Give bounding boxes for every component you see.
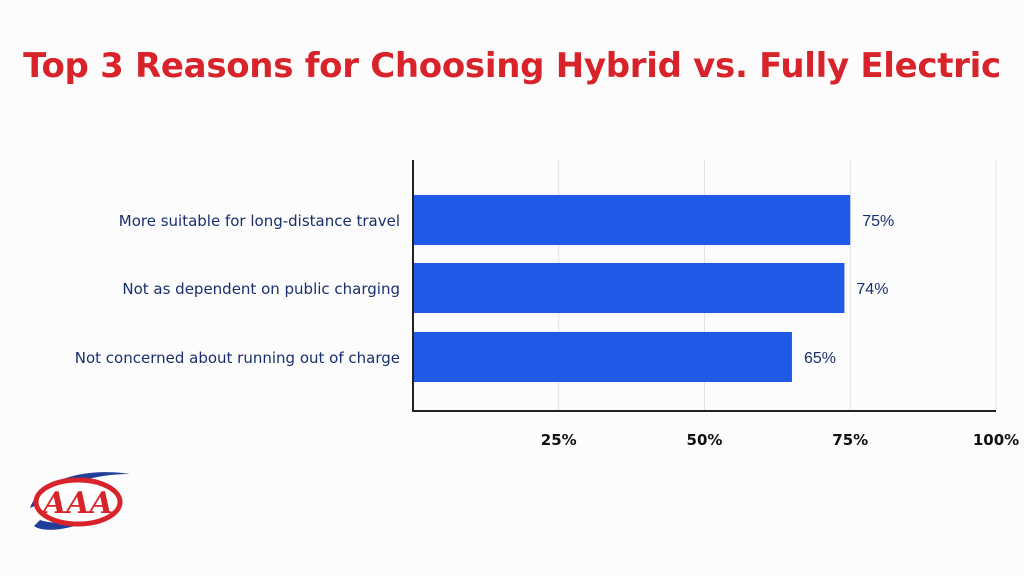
x-tick-label-0: 25% — [541, 431, 577, 449]
chart-title: Top 3 Reasons for Choosing Hybrid vs. Fu… — [23, 46, 1001, 86]
bar-0 — [413, 195, 851, 245]
aaa-logo: AAA — [30, 472, 130, 530]
x-tick-label-1: 50% — [687, 431, 723, 449]
x-tick-label-2: 75% — [832, 431, 868, 449]
category-label-0: More suitable for long-distance travel — [119, 212, 400, 230]
bar-value-label-0: 75% — [862, 213, 894, 230]
category-label-2: Not concerned about running out of charg… — [75, 349, 400, 367]
bar-1 — [413, 263, 845, 313]
x-tick-label-3: 100% — [973, 431, 1019, 449]
bar-value-label-1: 74% — [856, 281, 888, 298]
category-label-1: Not as dependent on public charging — [122, 280, 400, 298]
logo-swoosh-bottom — [34, 508, 110, 530]
bar-2 — [413, 332, 792, 382]
logo-oval — [33, 477, 123, 527]
bar-value-label-2: 65% — [804, 350, 836, 367]
logo-lettering: AAA — [40, 486, 113, 521]
